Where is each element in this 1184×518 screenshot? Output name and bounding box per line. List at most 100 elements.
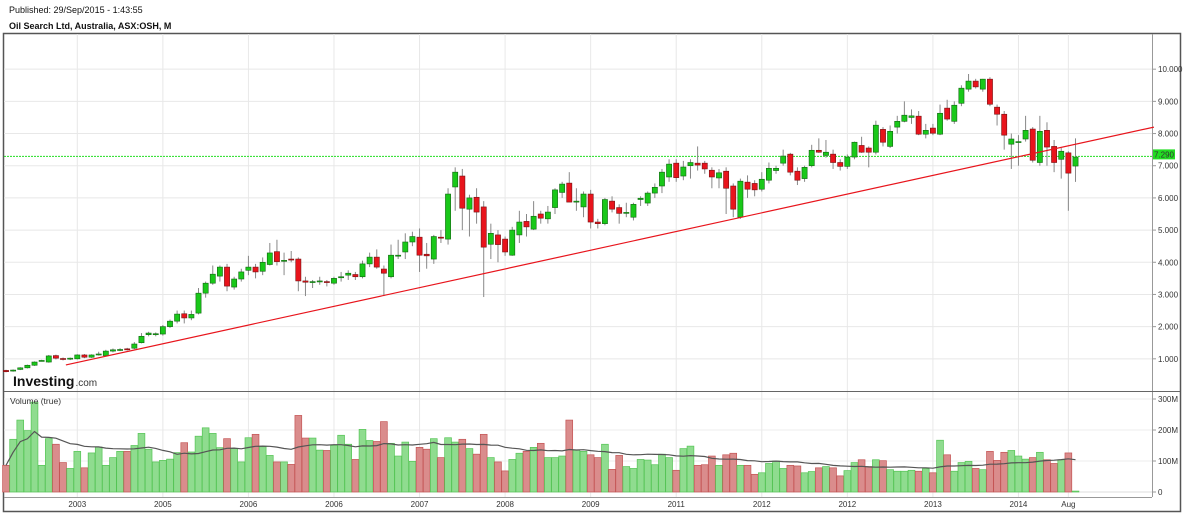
candle-body	[259, 261, 266, 272]
candle	[580, 191, 587, 218]
candle-body	[623, 212, 630, 214]
candle	[388, 244, 394, 279]
candle-body	[594, 221, 601, 224]
candle	[174, 310, 181, 324]
candle-body	[438, 236, 444, 239]
candle	[152, 332, 159, 337]
volume-bar	[144, 448, 153, 493]
candle-body	[1008, 138, 1015, 145]
candle	[972, 78, 979, 89]
volume-bar	[579, 451, 588, 493]
volume-bar	[1043, 459, 1051, 493]
candle-body	[701, 162, 708, 170]
candle	[908, 109, 915, 124]
candle	[887, 125, 894, 149]
volume-bar	[330, 445, 338, 493]
candle-body	[131, 343, 138, 349]
price-tick-label: 1.000	[1158, 355, 1179, 364]
volume-bars	[2, 401, 1080, 493]
candle-body	[323, 281, 330, 283]
candle-body	[872, 124, 879, 153]
candle-body	[659, 171, 665, 187]
candle	[295, 257, 302, 292]
candle	[88, 354, 95, 358]
candle	[880, 127, 886, 147]
price-tick-label: 5.000	[1158, 226, 1179, 235]
volume-bar	[9, 438, 17, 493]
candle-body	[366, 256, 373, 265]
candle-body	[1051, 146, 1058, 163]
volume-bar	[109, 457, 117, 493]
volume-bar	[993, 460, 1001, 493]
volume-bar	[672, 469, 680, 493]
candle-body	[937, 112, 943, 135]
volume-bar	[287, 464, 295, 493]
time-tick-label: 2003	[68, 500, 86, 509]
volume-bar	[59, 462, 67, 493]
candle	[630, 202, 637, 221]
candle-body	[380, 268, 387, 274]
volume-bar	[266, 455, 274, 493]
volume-bar	[73, 451, 82, 493]
volume-bar	[807, 471, 816, 493]
candle-body	[552, 189, 558, 208]
trendline[interactable]	[65, 126, 1155, 366]
candle-body	[124, 348, 131, 351]
volume-bar	[758, 472, 766, 493]
volume-bar	[836, 475, 844, 493]
volume-bar	[387, 442, 395, 493]
candle	[380, 265, 387, 297]
volume-tick-label: 0	[1158, 488, 1163, 497]
volume-bar	[315, 449, 324, 493]
candle-body	[81, 354, 88, 358]
candle	[309, 279, 316, 289]
volume-tick-label: 200M	[1158, 426, 1178, 435]
candle-body	[195, 292, 202, 314]
volume-bar	[722, 454, 730, 493]
candle	[452, 167, 459, 211]
candle-body	[74, 354, 81, 360]
candle-body	[224, 266, 230, 287]
candle-body	[708, 169, 715, 178]
candle-body	[865, 147, 872, 153]
volume-bar	[1071, 490, 1080, 493]
candle	[67, 357, 74, 361]
chart-title: Oil Search Ltd, Australia, ASX:OSH, M	[9, 21, 172, 31]
chart-frame	[2, 32, 1182, 513]
volume-bar	[16, 419, 25, 493]
candle	[623, 202, 630, 218]
candle-body	[766, 168, 772, 181]
candle	[801, 165, 808, 182]
candle	[1015, 135, 1022, 166]
candle-body	[651, 186, 658, 194]
candle	[416, 228, 423, 272]
volume-bar	[615, 455, 623, 493]
candle-body	[780, 155, 787, 164]
volume-bar	[116, 451, 124, 493]
volume-bar	[444, 437, 452, 493]
candle-body	[159, 326, 166, 335]
candle-body	[644, 192, 651, 204]
volume-bar	[52, 443, 60, 493]
candle	[188, 310, 195, 321]
volume-bar	[45, 438, 53, 493]
candle-body	[673, 162, 680, 178]
candle-body	[965, 80, 972, 90]
candle	[281, 252, 287, 276]
volume-bar	[544, 457, 552, 493]
candle	[1044, 122, 1050, 166]
price-tick-label: 2.000	[1158, 323, 1179, 332]
candle-body	[830, 153, 836, 163]
candle	[1065, 151, 1072, 211]
candle	[530, 201, 537, 231]
candle	[480, 201, 487, 298]
candle-body	[38, 360, 45, 362]
candle	[587, 189, 594, 229]
candle	[708, 167, 715, 189]
volume-bar	[1050, 463, 1058, 493]
time-tick-label: Aug	[1061, 500, 1075, 509]
candle	[352, 271, 359, 280]
candle-body	[373, 256, 380, 268]
candle-body	[944, 107, 951, 120]
